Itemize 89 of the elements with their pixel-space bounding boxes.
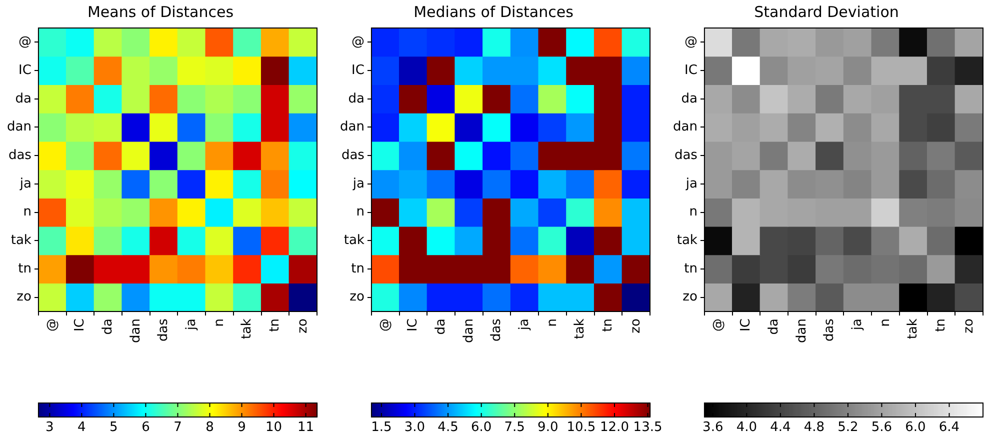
x-tick-label: dan (128, 318, 144, 344)
y-tick-label: IC (18, 62, 32, 78)
color-bar-label: 10.5 (566, 420, 596, 435)
color-bar-label: 1.5 (371, 420, 392, 435)
y-tick-label: da (15, 91, 32, 106)
x-tick-label: tn (600, 318, 616, 332)
y-tick-label: tn (18, 261, 32, 276)
color-bar-label: 3.6 (702, 420, 724, 435)
x-tick-label: da (100, 318, 116, 335)
color-bar-label: 6.0 (470, 420, 492, 435)
x-tick-label: zo (628, 318, 644, 334)
x-tick-label: dan (461, 318, 476, 344)
y-tick-label: @ (18, 34, 32, 50)
x-tick-label: IC (738, 318, 754, 332)
color-bar-label: 5.6 (871, 420, 892, 435)
y-tick-label: da (348, 91, 364, 106)
y-tick-label: @ (684, 34, 698, 50)
color-bar-label: 7 (174, 420, 182, 435)
y-tick-label: tak (344, 233, 365, 248)
chart-title: Means of Distances (87, 2, 234, 21)
x-tick-label: @ (710, 318, 726, 332)
y-tick-label: ja (684, 176, 698, 192)
y-tick-label: n (356, 204, 364, 220)
x-tick-label: tak (240, 318, 255, 340)
x-tick-label: das (822, 318, 838, 342)
x-tick-label: n (878, 318, 893, 327)
color-bar-label: 4.5 (438, 420, 458, 435)
x-tick-label: n (212, 318, 227, 327)
y-tick-label: dan (340, 120, 364, 135)
x-tick-label: tak (906, 318, 921, 340)
color-bar-label: 4.8 (804, 420, 825, 435)
y-tick-label: ja (352, 176, 364, 192)
x-tick-label: tn (268, 318, 283, 332)
y-tick-label: tn (351, 261, 364, 276)
color-bar-label: 12.0 (600, 420, 629, 435)
x-tick-label: IC (406, 318, 421, 332)
color-bar-label: 13.5 (633, 420, 662, 435)
y-tick-label: das (674, 148, 698, 163)
y-tick-label: da (681, 91, 698, 106)
y-tick-label: tak (676, 233, 698, 248)
x-tick-label: da (433, 318, 448, 335)
color-bar-label: 5 (110, 420, 118, 435)
x-tick-label: ja (850, 318, 866, 332)
color-bar-label: 9 (238, 420, 246, 435)
color-bar-label: 6.4 (938, 420, 960, 435)
color-bar-label: 9.0 (538, 420, 558, 435)
y-tick-label: zo (16, 290, 32, 305)
y-tick-label: tak (10, 233, 32, 248)
y-tick-label: n (689, 204, 698, 220)
color-bar-label: 4.0 (736, 420, 758, 435)
x-tick-label: zo (295, 318, 310, 334)
x-tick-label: IC (72, 318, 88, 332)
x-tick-label: n (544, 318, 560, 327)
x-tick-label: das (489, 318, 504, 342)
x-tick-label: ja (184, 318, 200, 332)
x-tick-label: zo (961, 318, 976, 334)
x-tick-label: ja (517, 318, 532, 332)
color-bar-label: 3.0 (404, 420, 426, 435)
color-bar-label: 6.0 (905, 420, 926, 435)
x-tick-label: @ (44, 318, 60, 332)
y-tick-label: n (23, 204, 32, 220)
color-bar-label: 7.5 (504, 420, 525, 435)
color-bar-label: 4.4 (770, 420, 791, 435)
x-tick-label: @ (378, 318, 393, 332)
y-tick-label: das (341, 148, 365, 163)
color-bar-label: 3 (46, 420, 54, 435)
chart-title: Standard Deviation (754, 2, 899, 21)
x-tick-label: da (766, 318, 782, 335)
color-bar-label: 11 (298, 420, 314, 435)
color-bar-label: 10 (266, 420, 282, 435)
chart-title: Medians of Distances (414, 2, 574, 21)
x-tick-label: dan (794, 318, 810, 344)
color-bar-label: 4 (78, 420, 86, 435)
y-tick-label: das (8, 148, 32, 163)
y-tick-label: IC (352, 62, 364, 78)
x-tick-label: tak (572, 318, 588, 340)
y-tick-label: tn (684, 261, 698, 276)
color-bar-label: 5.2 (838, 420, 858, 435)
y-tick-label: IC (684, 62, 698, 78)
y-tick-label: dan (6, 120, 32, 135)
y-tick-label: dan (672, 120, 698, 135)
color-bar-label: 8 (206, 420, 214, 435)
y-tick-label: zo (350, 290, 364, 305)
x-tick-label: das (156, 318, 172, 342)
y-tick-label: @ (351, 34, 364, 50)
y-tick-label: zo (682, 290, 698, 305)
x-tick-label: tn (934, 318, 949, 332)
y-tick-label: ja (18, 176, 32, 192)
color-bar-label: 6 (142, 420, 150, 435)
